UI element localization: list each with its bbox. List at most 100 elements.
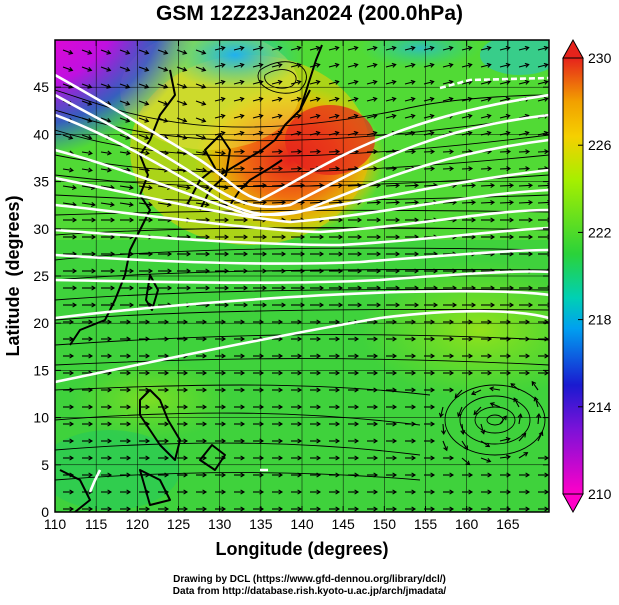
wind-arrow <box>120 251 135 257</box>
wind-arrow <box>139 387 151 393</box>
wind-arrow <box>385 182 401 189</box>
wind-arrow <box>500 353 512 359</box>
wind-arrow <box>290 166 303 172</box>
x-tick-label: 140 <box>290 516 314 532</box>
wind-arrow <box>63 268 78 274</box>
wind-arrow <box>510 383 520 391</box>
wind-arrow <box>195 49 207 55</box>
wind-arrow <box>367 438 379 444</box>
wind-arrow <box>329 353 341 359</box>
wind-arrow <box>101 387 113 393</box>
wind-arrow <box>348 489 360 495</box>
wind-arrow <box>405 251 420 257</box>
wind-arrow <box>519 234 534 240</box>
wind-arrow <box>424 421 436 427</box>
wind-arrow <box>348 336 360 342</box>
wind-arrow <box>139 455 151 461</box>
wind-arrow <box>538 472 549 478</box>
wind-arrow <box>138 117 150 123</box>
wind-arrow <box>461 130 473 136</box>
wind-arrow <box>348 353 360 359</box>
wind-arrow <box>470 389 482 396</box>
wind-arrow <box>385 62 397 68</box>
wind-arrow <box>290 113 302 119</box>
wind-arrow <box>385 199 401 206</box>
wind-arrow <box>405 506 417 512</box>
wind-arrow <box>461 199 477 206</box>
map-title: GSM 12Z23Jan2024 (200.0hPa) <box>155 2 463 25</box>
wind-arrow <box>473 406 482 416</box>
wind-arrow <box>82 472 94 478</box>
wind-arrow <box>328 79 340 85</box>
wind-arrow <box>309 62 321 68</box>
wind-arrow <box>271 113 283 119</box>
wind-arrow <box>196 489 208 495</box>
wind-arrow <box>101 285 116 291</box>
x-tick-label: 120 <box>126 516 150 532</box>
wind-arrow <box>404 79 416 85</box>
wind-arrow <box>329 472 341 478</box>
wind-arrow <box>195 150 207 156</box>
wind-arrow <box>215 268 230 274</box>
wind-arrow <box>119 117 131 123</box>
wind-arrow <box>253 472 265 478</box>
wind-arrow <box>310 404 322 410</box>
wind-vectors <box>62 45 549 512</box>
wind-arrow <box>462 370 474 376</box>
wind-arrow <box>519 353 531 359</box>
wind-arrow <box>100 66 112 72</box>
wind-arrow <box>443 455 455 461</box>
wind-arrow <box>291 251 306 257</box>
wind-arrow <box>537 96 549 102</box>
wind-arrow <box>272 268 287 274</box>
wind-arrow <box>348 421 360 427</box>
wind-arrow <box>519 489 531 495</box>
colorbar-tick-label: 210 <box>588 486 612 502</box>
wind-arrow <box>310 302 325 308</box>
wind-arrow <box>481 217 496 223</box>
wind-arrow <box>81 117 93 123</box>
wind-arrow <box>443 387 455 393</box>
wind-arrow <box>196 438 208 444</box>
wind-arrow <box>424 319 436 325</box>
wind-arrow <box>81 100 93 106</box>
wind-arrow <box>291 387 303 393</box>
wind-arrow <box>385 45 397 51</box>
wind-arrow <box>138 49 150 55</box>
wind-arrow <box>158 404 170 410</box>
wind-arrow <box>139 302 154 308</box>
wind-arrow <box>291 353 303 359</box>
wind-arrow <box>500 285 515 291</box>
wind-arrow <box>480 96 492 102</box>
wind-arrow <box>404 199 420 206</box>
wind-arrow <box>518 452 529 459</box>
wind-arrow <box>81 167 93 173</box>
wind-arrow <box>196 506 208 512</box>
wind-arrow <box>329 370 341 376</box>
wind-arrow <box>63 302 78 308</box>
wind-arrow <box>347 62 359 68</box>
wind-arrow <box>405 285 420 291</box>
wind-arrow <box>462 217 477 223</box>
wind-arrow <box>120 285 135 291</box>
wind-arrow <box>309 149 322 155</box>
wind-arrow <box>272 489 284 495</box>
wind-arrow <box>480 166 493 172</box>
wind-arrow <box>158 285 173 291</box>
wind-arrow <box>139 370 151 376</box>
wind-arrow <box>158 455 170 461</box>
wind-arrow <box>424 302 439 308</box>
x-tick-label: 155 <box>414 516 438 532</box>
wind-arrow <box>233 149 246 155</box>
wind-arrow <box>272 506 284 512</box>
wind-arrow <box>101 438 113 444</box>
wind-arrow <box>100 117 112 123</box>
wind-arrow <box>386 472 398 478</box>
wind-arrow <box>519 217 534 223</box>
wind-arrow <box>101 489 113 495</box>
y-tick-label: 40 <box>33 126 49 142</box>
axis-ticks <box>54 40 549 513</box>
wind-arrow <box>215 387 227 393</box>
wind-arrow <box>423 45 435 51</box>
wind-arrow <box>499 415 507 425</box>
